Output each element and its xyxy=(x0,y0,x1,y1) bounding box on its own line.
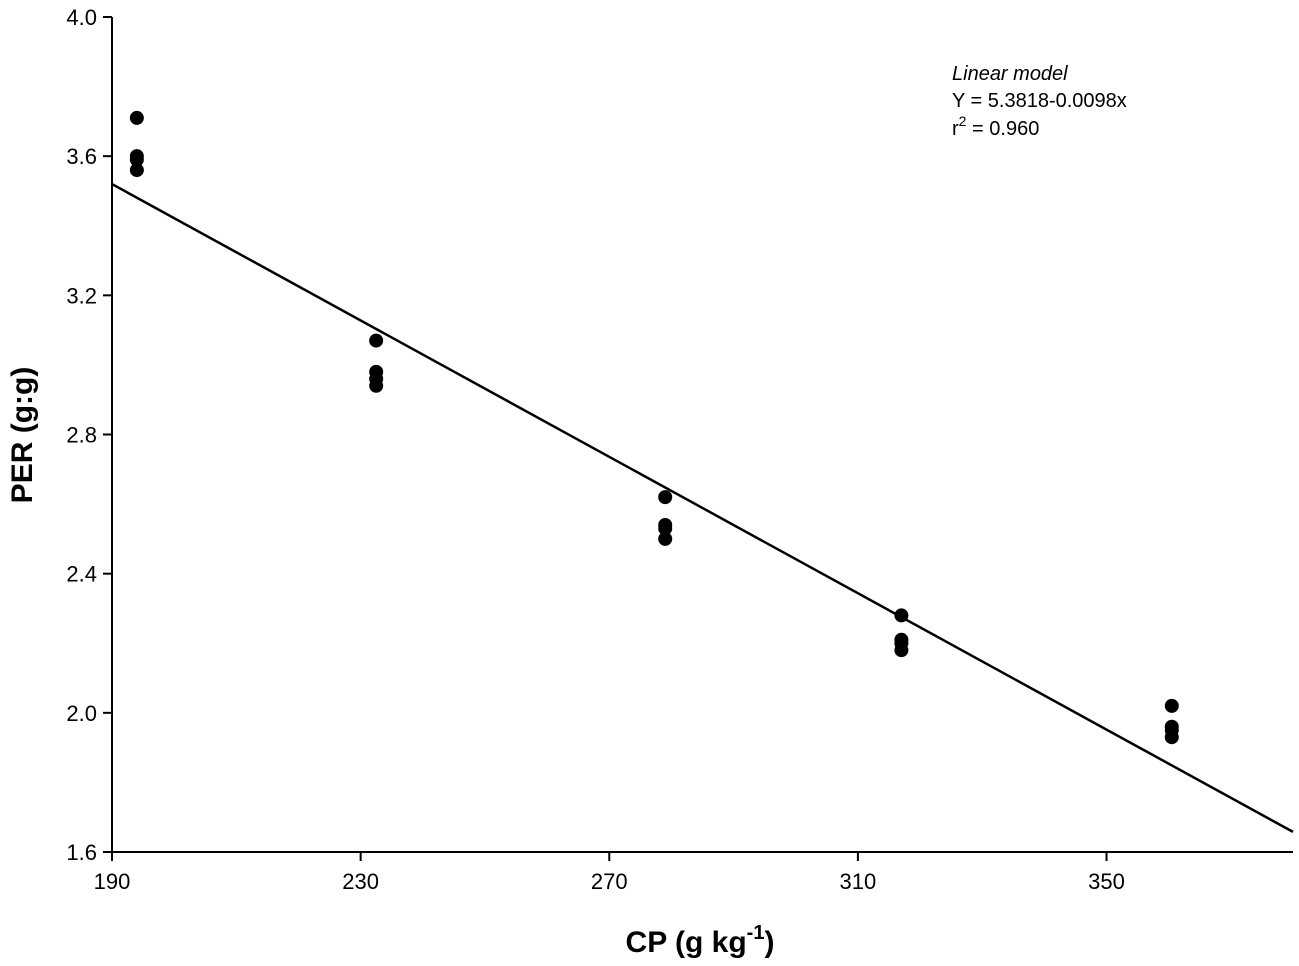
model-equation: Y = 5.3818-0.0098x xyxy=(952,90,1127,112)
x-tick-label: 270 xyxy=(591,869,628,894)
y-axis-title: PER (g:g) xyxy=(6,367,39,504)
data-point xyxy=(129,163,144,178)
y-tick-label: 4.0 xyxy=(66,5,97,30)
y-tick-label: 2.8 xyxy=(66,423,97,448)
data-point xyxy=(129,152,144,167)
y-tick-label: 3.2 xyxy=(66,283,97,308)
data-point xyxy=(369,333,384,348)
fit-line xyxy=(111,182,1294,833)
r2-value: = 0.960 xyxy=(966,118,1039,140)
y-tick-label: 3.6 xyxy=(66,144,97,169)
x-tick-label: 190 xyxy=(94,869,131,894)
r2-sup: 2 xyxy=(959,113,967,129)
data-point xyxy=(658,531,673,546)
y-tick-label: 1.6 xyxy=(66,840,97,865)
data-point xyxy=(894,643,909,658)
data-points xyxy=(129,110,1179,745)
y-tick-label: 2.0 xyxy=(66,701,97,726)
fit-line-group xyxy=(111,182,1294,833)
x-axis-title-close: ) xyxy=(764,926,774,959)
x-ticks: 190 230 270 310 350 xyxy=(94,852,1125,894)
x-axis-title-sup: -1 xyxy=(747,922,765,944)
x-tick-label: 230 xyxy=(342,869,379,894)
model-r2: r2 = 0.960 xyxy=(952,113,1039,140)
x-axis-title: CP (g kg-1) xyxy=(626,922,775,959)
data-point xyxy=(1164,698,1179,713)
data-point xyxy=(894,608,909,623)
x-tick-label: 310 xyxy=(840,869,877,894)
data-point xyxy=(129,110,144,125)
y-ticks: 1.6 2.0 2.4 2.8 3.2 3.6 4.0 xyxy=(66,5,112,865)
axes xyxy=(111,17,1293,853)
x-axis-title-main: CP (g kg xyxy=(626,926,747,959)
model-label: Linear model xyxy=(952,63,1068,85)
r2-prefix: r xyxy=(952,118,959,140)
x-tick-label: 350 xyxy=(1088,869,1125,894)
y-tick-label: 2.4 xyxy=(66,562,97,587)
data-point xyxy=(1164,730,1179,745)
model-annotation: Linear model Y = 5.3818-0.0098x r2 = 0.9… xyxy=(952,63,1127,140)
data-point xyxy=(658,521,673,536)
data-point xyxy=(369,378,384,393)
data-point xyxy=(658,490,673,505)
